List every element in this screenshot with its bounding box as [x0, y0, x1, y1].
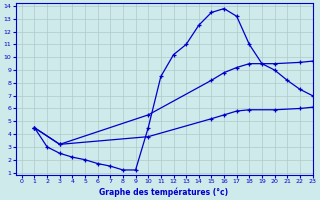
X-axis label: Graphe des températures (°c): Graphe des températures (°c)	[100, 187, 228, 197]
